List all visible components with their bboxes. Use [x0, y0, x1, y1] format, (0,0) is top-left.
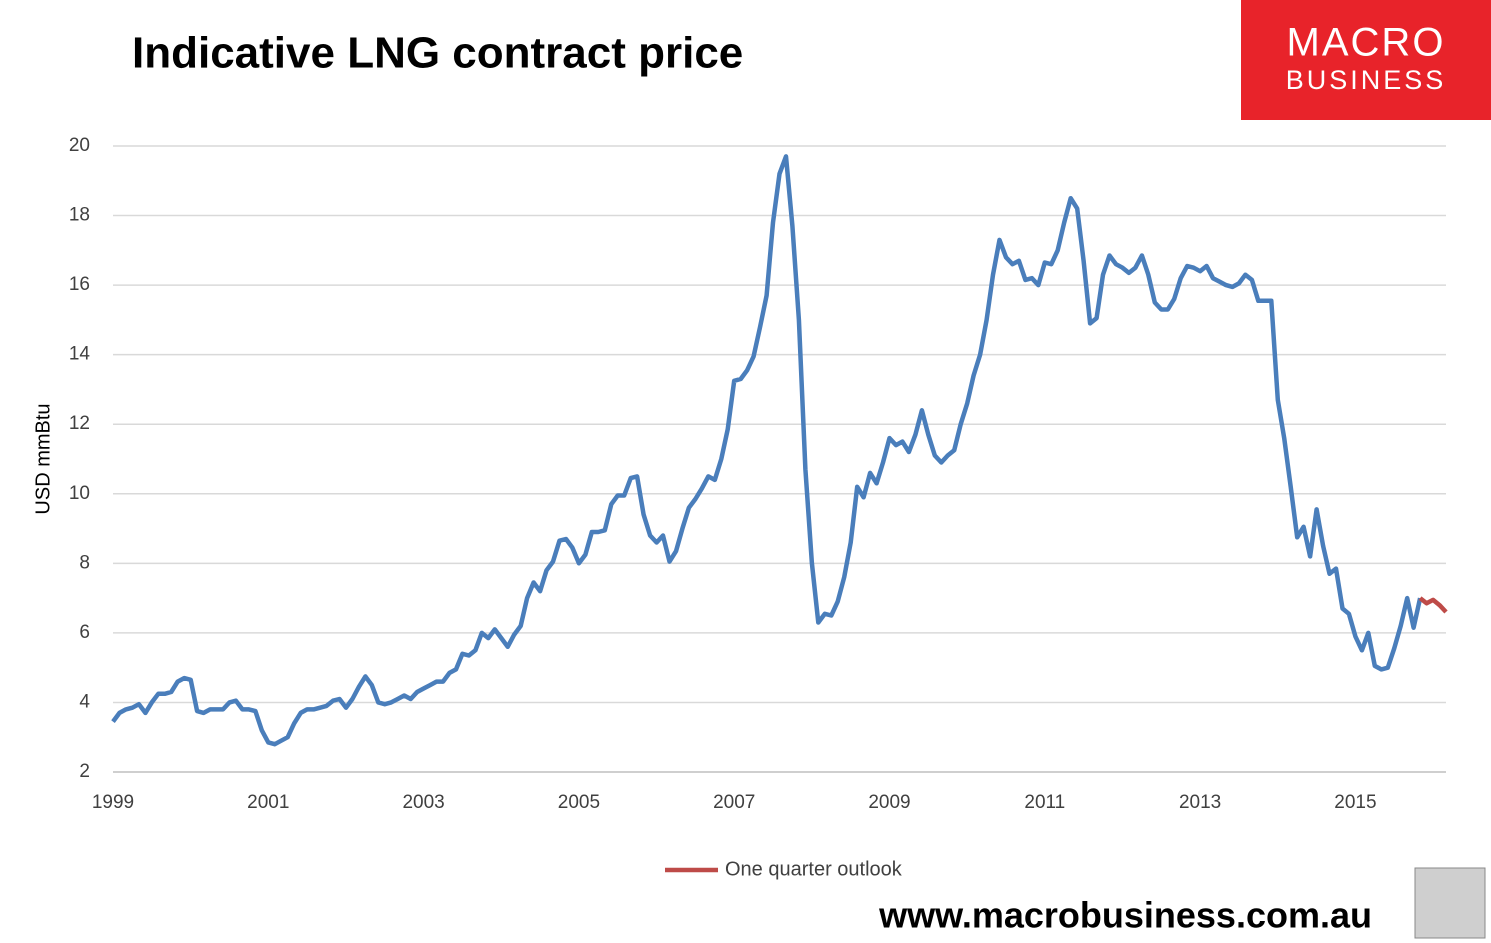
- y-tick-label: 8: [79, 552, 90, 573]
- y-tick-label: 2: [79, 761, 90, 782]
- x-tick-label: 2007: [713, 792, 755, 813]
- data-line: [1418, 596, 1448, 614]
- y-tick-label: 18: [69, 205, 90, 226]
- y-tick-label: 14: [69, 344, 91, 365]
- y-tick-label: 6: [79, 622, 90, 643]
- y-tick-label: 4: [79, 691, 90, 712]
- y-tick-label: 16: [69, 274, 90, 295]
- legend-label: One quarter outlook: [725, 858, 903, 880]
- x-tick-label: 2009: [868, 792, 910, 813]
- chart-title: Indicative LNG contract price: [132, 29, 743, 78]
- y-tick-label: 20: [69, 135, 90, 156]
- y-tick-label: 10: [69, 483, 90, 504]
- x-tick-label: 2011: [1024, 792, 1065, 813]
- wolf-icon: [1414, 867, 1486, 939]
- footer: www.macrobusiness.com.au: [878, 895, 1372, 936]
- x-tick-label: 2015: [1334, 792, 1376, 813]
- x-tick-label: 2013: [1179, 792, 1221, 813]
- x-tick-label: 1999: [92, 792, 134, 813]
- y-axis-label: USD mmBtu: [32, 403, 54, 514]
- logo-text: BUSINESS: [1286, 65, 1447, 95]
- logo-text: MACRO: [1287, 21, 1446, 65]
- y-tick-label: 12: [69, 413, 90, 434]
- logo-box: [1241, 0, 1491, 120]
- x-tick-label: 2001: [247, 792, 289, 813]
- x-tick-label: 2005: [558, 792, 600, 813]
- x-tick-label: 2003: [402, 792, 444, 813]
- data-line: [111, 154, 1423, 747]
